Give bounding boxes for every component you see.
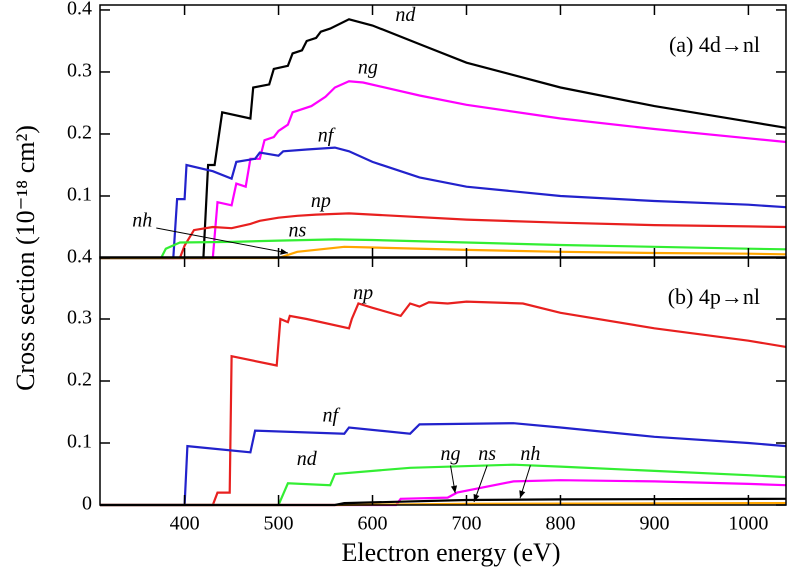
series-line [100,18,787,260]
series-line [100,422,787,507]
series-line [100,80,787,260]
y-tick-label: 0.1 [67,184,92,206]
arrow-head [280,248,288,255]
y-tick-label: 0.4 [67,246,92,268]
series-line [100,212,787,260]
arrow-head [450,485,458,494]
y-tick-label: 0.2 [67,122,92,144]
arrow-head [473,493,480,502]
y-tick-label: 0.3 [67,307,92,329]
series-annotation: nh [520,443,540,465]
series-annotation: nd [395,4,416,26]
x-tick-label: 800 [545,513,575,535]
x-tick-label: 500 [264,513,294,535]
series-annotation: nf [318,125,336,147]
annotation-arrow [156,227,289,254]
x-tick-label: 600 [358,513,388,535]
y-tick-label: 0.2 [67,369,92,391]
series-annotation: np [353,282,373,304]
series-annotation: np [311,190,331,212]
panel-label: (a) 4d→nl [669,32,760,57]
series-line [100,300,787,507]
series-annotation: ng [358,56,378,78]
x-tick-label: 1000 [728,513,768,535]
series-line [100,238,787,260]
series-annotation: ng [441,443,461,465]
arrow-head [519,490,526,499]
y-tick-label: 0 [82,493,92,515]
series-line [100,146,787,260]
plot-frame [99,4,787,259]
series-annotation: ns [288,220,306,242]
series-annotation: ns [478,443,496,465]
y-tick-label: 0.1 [67,431,92,453]
panel-label: (b) 4p→nl [668,284,760,309]
series-line [100,245,787,260]
y-axis-label: Cross section (10⁻¹⁸ cm²) [11,125,40,391]
x-axis-label: Electron energy (eV) [342,538,561,567]
series-annotation: nh [132,210,152,232]
series-line [100,463,787,507]
y-tick-label: 0.4 [67,0,92,20]
x-tick-label: 900 [639,513,669,535]
x-tick-label: 700 [451,513,481,535]
series-annotation: nf [322,405,340,427]
y-tick-label: 0.3 [67,60,92,82]
series-annotation: nd [297,448,318,470]
x-tick-label: 400 [170,513,200,535]
